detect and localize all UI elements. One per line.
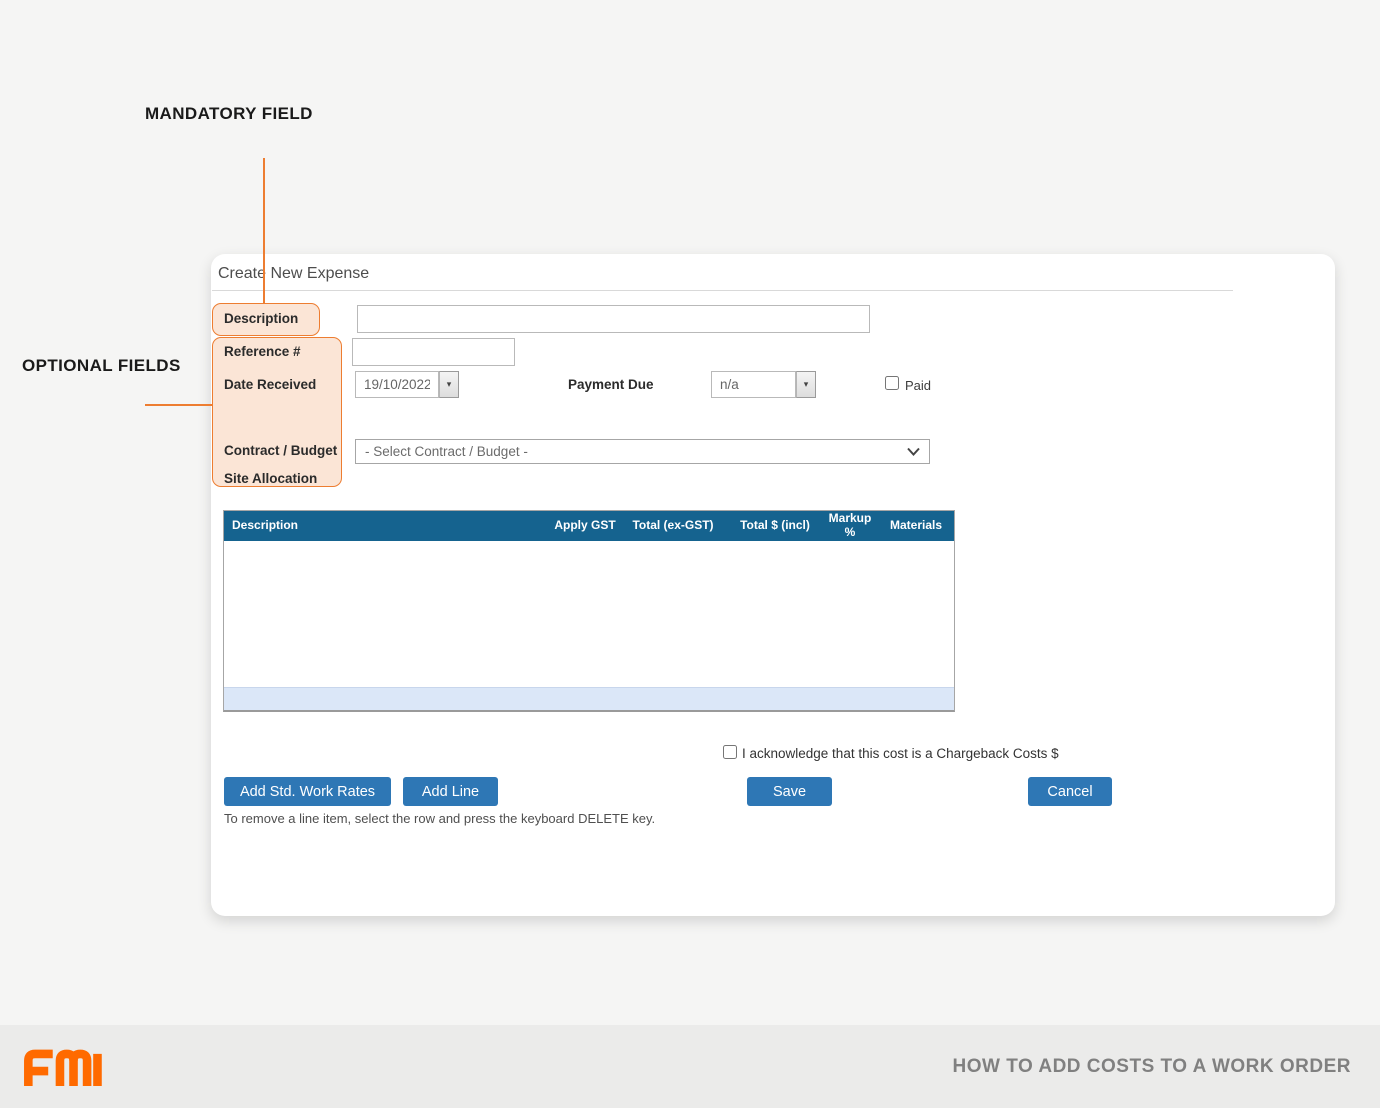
date-received-dropdown-button[interactable]: ▾ bbox=[439, 371, 459, 398]
line-items-table-body[interactable] bbox=[224, 541, 954, 687]
page-title: Create New Expense bbox=[218, 265, 370, 282]
site-allocation-label: Site Allocation bbox=[224, 471, 318, 486]
contract-budget-select[interactable]: - Select Contract / Budget - bbox=[355, 439, 930, 464]
line-items-table-header: Description Apply GST Total (ex-GST) Tot… bbox=[224, 511, 954, 541]
mandatory-callout-box bbox=[212, 303, 320, 336]
col-header-total-incl: Total $ (incl) bbox=[740, 518, 810, 533]
chevron-down-icon bbox=[907, 447, 920, 456]
save-button[interactable]: Save bbox=[747, 777, 832, 806]
paid-checkbox[interactable] bbox=[885, 376, 899, 390]
paid-label: Paid bbox=[905, 378, 932, 393]
col-header-apply-gst: Apply GST bbox=[554, 518, 616, 533]
date-received-input[interactable] bbox=[355, 371, 439, 398]
dropdown-arrow-icon: ▾ bbox=[803, 379, 809, 389]
chargeback-acknowledge-checkbox[interactable] bbox=[723, 745, 737, 759]
title-divider bbox=[212, 290, 1233, 291]
payment-due-dropdown-button[interactable]: ▾ bbox=[796, 371, 816, 398]
add-std-work-rates-button[interactable]: Add Std. Work Rates bbox=[224, 777, 391, 806]
col-header-markup: Markup % bbox=[828, 511, 872, 539]
add-line-button[interactable]: Add Line bbox=[403, 777, 498, 806]
col-header-description: Description bbox=[232, 518, 299, 533]
line-items-table: Description Apply GST Total (ex-GST) Tot… bbox=[223, 510, 955, 712]
description-input[interactable] bbox=[357, 305, 870, 333]
chargeback-acknowledge-label: I acknowledge that this cost is a Charge… bbox=[742, 746, 1059, 761]
mandatory-callout-line bbox=[263, 158, 265, 304]
payment-due-input[interactable] bbox=[711, 371, 796, 398]
optional-callout-box bbox=[212, 337, 342, 487]
cancel-button[interactable]: Cancel bbox=[1028, 777, 1112, 806]
create-expense-panel: Create New Expense Description Reference… bbox=[211, 254, 1335, 916]
line-items-table-footer-row bbox=[224, 687, 954, 710]
description-label: Description bbox=[224, 311, 299, 326]
reference-label: Reference # bbox=[224, 344, 301, 359]
reference-input[interactable] bbox=[352, 338, 515, 366]
date-received-label: Date Received bbox=[224, 377, 317, 392]
footer-title: HOW TO ADD COSTS TO A WORK ORDER bbox=[952, 1055, 1351, 1077]
dropdown-arrow-icon: ▾ bbox=[446, 379, 452, 389]
mandatory-field-label: MANDATORY FIELD bbox=[145, 104, 313, 123]
optional-callout-line bbox=[145, 404, 212, 406]
optional-fields-label: OPTIONAL FIELDS bbox=[22, 356, 181, 375]
footer: HOW TO ADD COSTS TO A WORK ORDER bbox=[0, 1025, 1380, 1108]
contract-budget-label: Contract / Budget bbox=[224, 443, 338, 458]
contract-budget-selected-value: - Select Contract / Budget - bbox=[365, 444, 528, 459]
remove-line-hint: To remove a line item, select the row an… bbox=[224, 811, 656, 826]
col-header-total-ex-gst: Total (ex-GST) bbox=[632, 518, 714, 533]
payment-due-label: Payment Due bbox=[568, 377, 654, 392]
fmi-logo-icon bbox=[24, 1049, 102, 1086]
col-header-materials: Materials bbox=[889, 518, 943, 533]
